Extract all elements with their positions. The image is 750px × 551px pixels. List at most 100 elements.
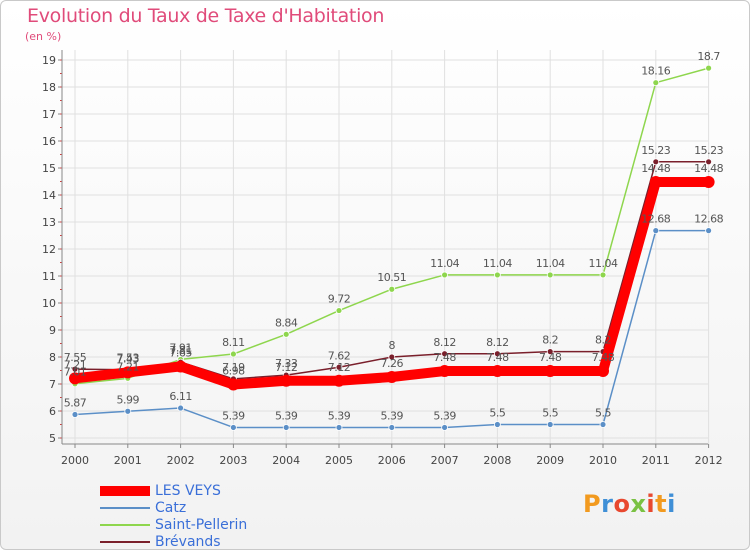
logo-letter: x — [630, 490, 647, 518]
data-point-catz — [493, 421, 501, 428]
y-tick-label: 19 — [42, 54, 56, 67]
data-point-les-veys — [69, 372, 81, 385]
data-point-les-veys — [702, 176, 715, 189]
y-tick-label: 12 — [42, 243, 56, 256]
data-label-saint-pellerin: 7.21 — [117, 360, 140, 373]
data-point-catz — [652, 227, 660, 235]
x-tick-label: 2002 — [167, 454, 195, 467]
data-point-les-veys — [544, 365, 557, 378]
data-label-brevands: 15.23 — [641, 144, 670, 157]
data-label-brevands: 7.55 — [64, 351, 87, 364]
data-label-brevands: 7.19 — [222, 361, 245, 374]
data-label-les-veys: 7.48 — [433, 351, 456, 364]
logo-letter: t — [655, 490, 668, 518]
data-point-les-veys — [121, 366, 134, 379]
data-point-catz — [546, 421, 554, 428]
y-tick-label: 17 — [42, 108, 56, 121]
data-point-catz — [177, 404, 185, 412]
legend-swatch — [100, 541, 150, 543]
data-point-catz — [441, 424, 449, 431]
data-point-brevands — [388, 353, 396, 361]
data-label-saint-pellerin: 8.84 — [275, 316, 298, 329]
chart-subtitle: (en %) — [25, 30, 62, 43]
y-tick-label: 16 — [42, 135, 56, 148]
x-tick-label: 2000 — [61, 454, 89, 467]
data-point-les-veys — [649, 176, 662, 189]
data-point-les-veys — [333, 374, 345, 387]
data-point-catz — [124, 407, 132, 415]
data-point-les-veys — [385, 370, 398, 383]
legend-swatch — [100, 507, 150, 509]
data-point-les-veys — [280, 374, 293, 387]
data-label-brevands: 8.12 — [433, 336, 456, 349]
legend-label: Saint-Pellerin — [155, 517, 248, 533]
data-label-saint-pellerin: 8.11 — [222, 336, 245, 349]
data-label-saint-pellerin: 11.04 — [483, 257, 512, 270]
data-point-brevands — [652, 158, 660, 166]
x-tick-label: 2003 — [219, 454, 247, 467]
data-point-catz — [282, 424, 290, 431]
x-tick-label: 2007 — [431, 454, 459, 467]
logo-letter: r — [601, 490, 614, 518]
data-label-les-veys: 14.48 — [641, 162, 670, 175]
x-tick-label: 2010 — [589, 454, 617, 467]
x-tick-label: 2012 — [695, 454, 723, 467]
legend-label: Catz — [155, 500, 187, 516]
data-label-les-veys: 7.12 — [275, 361, 298, 374]
data-point-catz — [705, 227, 712, 235]
data-point-saint-pellerin — [546, 271, 554, 279]
data-point-saint-pellerin — [335, 307, 343, 314]
data-label-brevands: 8.2 — [542, 334, 558, 347]
data-label-saint-pellerin: 18.7 — [697, 50, 720, 63]
logo-letter: P — [583, 490, 602, 518]
data-label-catz: 5.39 — [328, 409, 351, 422]
data-point-saint-pellerin — [282, 330, 290, 338]
data-point-catz — [229, 424, 237, 431]
data-label-catz: 5.5 — [489, 407, 505, 420]
data-label-catz: 5.39 — [275, 409, 298, 422]
legend-swatch — [100, 486, 150, 496]
y-tick-label: 9 — [49, 324, 56, 337]
data-label-catz: 12.68 — [694, 213, 723, 226]
data-label-les-veys: 6.98 — [222, 365, 245, 378]
x-tick-label: 2004 — [272, 454, 300, 467]
y-tick-label: 13 — [42, 216, 56, 229]
data-point-les-veys — [491, 365, 504, 378]
legend-label: Brévands — [155, 534, 221, 550]
data-label-les-veys: 7.26 — [381, 357, 404, 370]
x-tick-label: 2009 — [536, 454, 564, 467]
data-label-catz: 5.87 — [64, 397, 87, 410]
data-label-saint-pellerin: 9.72 — [328, 293, 351, 306]
data-point-brevands — [441, 350, 449, 358]
y-tick-label: 10 — [42, 297, 56, 310]
data-label-les-veys: 7.21 — [64, 358, 87, 371]
data-label-catz: 5.39 — [222, 409, 245, 422]
data-label-brevands: 8.12 — [486, 336, 509, 349]
data-label-les-veys: 7.43 — [117, 352, 140, 365]
data-label-brevands: 7.62 — [328, 349, 351, 362]
data-label-catz: 5.5 — [542, 407, 558, 420]
data-point-les-veys — [227, 378, 240, 391]
data-label-saint-pellerin: 11.04 — [536, 257, 565, 270]
data-point-saint-pellerin — [229, 350, 237, 358]
data-label-les-veys: 7.48 — [486, 351, 509, 364]
data-label-les-veys: 7.12 — [328, 361, 351, 374]
data-label-les-veys: 7.65 — [169, 346, 192, 359]
data-point-les-veys — [438, 365, 451, 378]
chart-title: Evolution du Taux de Taxe d'Habitation — [27, 5, 385, 27]
data-label-saint-pellerin: 10.51 — [377, 271, 406, 284]
data-label-brevands: 7.53 — [117, 352, 140, 365]
data-label-les-veys: 7.48 — [539, 351, 562, 364]
y-tick-label: 8 — [49, 351, 56, 364]
legend-swatch — [100, 524, 150, 526]
proxiti-logo: Proxiti — [583, 490, 676, 518]
data-label-catz: 5.39 — [381, 409, 404, 422]
data-label-brevands: 15.23 — [694, 144, 723, 157]
data-label-les-veys: 7.48 — [592, 351, 615, 364]
y-tick-label: 18 — [42, 81, 56, 94]
x-tick-label: 2001 — [114, 454, 142, 467]
logo-letter: i — [646, 490, 656, 518]
y-tick-label: 11 — [42, 270, 56, 283]
data-label-saint-pellerin: 7.91 — [169, 341, 192, 354]
